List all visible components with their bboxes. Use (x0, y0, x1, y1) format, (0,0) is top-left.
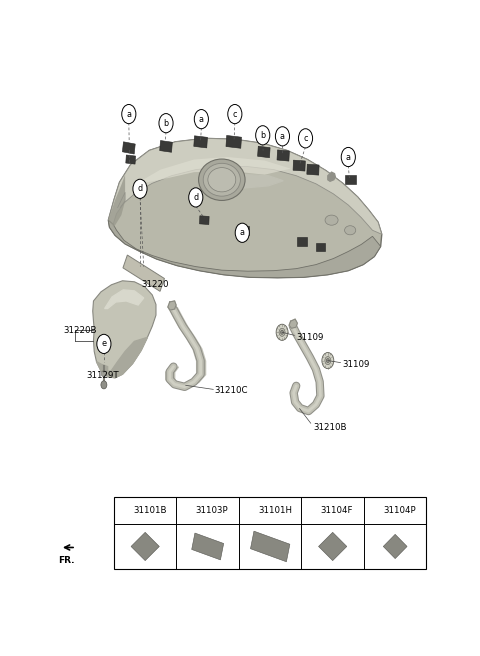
Circle shape (325, 357, 331, 365)
Circle shape (276, 324, 288, 340)
Polygon shape (328, 172, 335, 181)
Circle shape (133, 179, 147, 198)
Text: c: c (303, 134, 308, 143)
Polygon shape (96, 337, 147, 378)
Circle shape (120, 503, 131, 518)
Circle shape (341, 148, 355, 167)
Polygon shape (277, 150, 289, 161)
Polygon shape (168, 301, 176, 310)
Polygon shape (316, 243, 325, 251)
Polygon shape (226, 135, 241, 148)
Circle shape (281, 330, 284, 335)
Polygon shape (345, 175, 356, 184)
Text: 31210C: 31210C (215, 386, 248, 396)
Ellipse shape (203, 163, 240, 196)
Text: a: a (123, 506, 128, 515)
Text: b: b (185, 506, 190, 515)
Circle shape (299, 129, 312, 148)
Circle shape (279, 328, 285, 337)
Circle shape (101, 380, 107, 389)
Polygon shape (383, 535, 407, 559)
Text: e: e (372, 506, 378, 515)
Circle shape (97, 335, 111, 354)
Text: 31109: 31109 (296, 333, 324, 342)
Polygon shape (307, 164, 319, 175)
Polygon shape (126, 155, 135, 164)
Circle shape (322, 352, 334, 369)
Polygon shape (123, 255, 165, 291)
Text: 31104F: 31104F (321, 506, 353, 515)
Polygon shape (239, 226, 249, 235)
Circle shape (189, 188, 203, 207)
Text: d: d (137, 184, 143, 194)
Polygon shape (108, 174, 125, 227)
Ellipse shape (345, 226, 356, 235)
Polygon shape (192, 533, 224, 560)
Text: 31103P: 31103P (196, 506, 228, 515)
Polygon shape (258, 146, 270, 157)
Text: c: c (248, 506, 252, 515)
Bar (114, 497, 426, 569)
Text: 31129T: 31129T (86, 371, 119, 380)
Polygon shape (293, 160, 305, 171)
Text: e: e (101, 339, 107, 348)
Text: d: d (310, 506, 315, 515)
Circle shape (326, 359, 329, 363)
Circle shape (122, 104, 136, 124)
Text: 31109: 31109 (343, 359, 370, 369)
Polygon shape (122, 142, 135, 154)
Text: 31101H: 31101H (258, 506, 292, 515)
Text: 31104P: 31104P (384, 506, 416, 515)
Circle shape (235, 223, 249, 242)
Text: 31220B: 31220B (64, 326, 97, 335)
Circle shape (194, 110, 208, 129)
Text: b: b (260, 131, 265, 140)
Circle shape (159, 113, 173, 133)
Text: 31101B: 31101B (133, 506, 167, 515)
Ellipse shape (199, 159, 245, 201)
Polygon shape (297, 237, 307, 245)
Polygon shape (200, 216, 209, 224)
Text: FR.: FR. (59, 556, 75, 565)
Ellipse shape (208, 168, 236, 192)
Circle shape (228, 104, 242, 124)
Ellipse shape (325, 215, 338, 225)
Polygon shape (93, 281, 156, 378)
Text: a: a (346, 152, 351, 161)
Text: a: a (280, 132, 285, 141)
Polygon shape (194, 136, 207, 148)
Text: a: a (126, 110, 132, 119)
Polygon shape (131, 532, 159, 561)
Circle shape (307, 503, 318, 518)
Circle shape (256, 126, 270, 145)
Polygon shape (319, 532, 347, 561)
Circle shape (245, 503, 256, 518)
Polygon shape (134, 157, 290, 185)
Circle shape (370, 503, 381, 518)
Text: b: b (164, 119, 168, 128)
Polygon shape (108, 220, 381, 277)
Polygon shape (108, 138, 382, 234)
Text: 31220: 31220 (142, 280, 169, 289)
Polygon shape (289, 319, 297, 328)
Text: a: a (199, 115, 204, 123)
Circle shape (182, 503, 193, 518)
Polygon shape (160, 140, 172, 152)
Polygon shape (108, 138, 382, 277)
Text: a: a (240, 228, 245, 237)
Polygon shape (251, 531, 290, 562)
Circle shape (276, 127, 289, 146)
Polygon shape (105, 290, 144, 308)
Text: 31210B: 31210B (313, 422, 347, 432)
Text: d: d (193, 193, 198, 202)
Text: c: c (233, 110, 237, 119)
Polygon shape (209, 174, 283, 190)
